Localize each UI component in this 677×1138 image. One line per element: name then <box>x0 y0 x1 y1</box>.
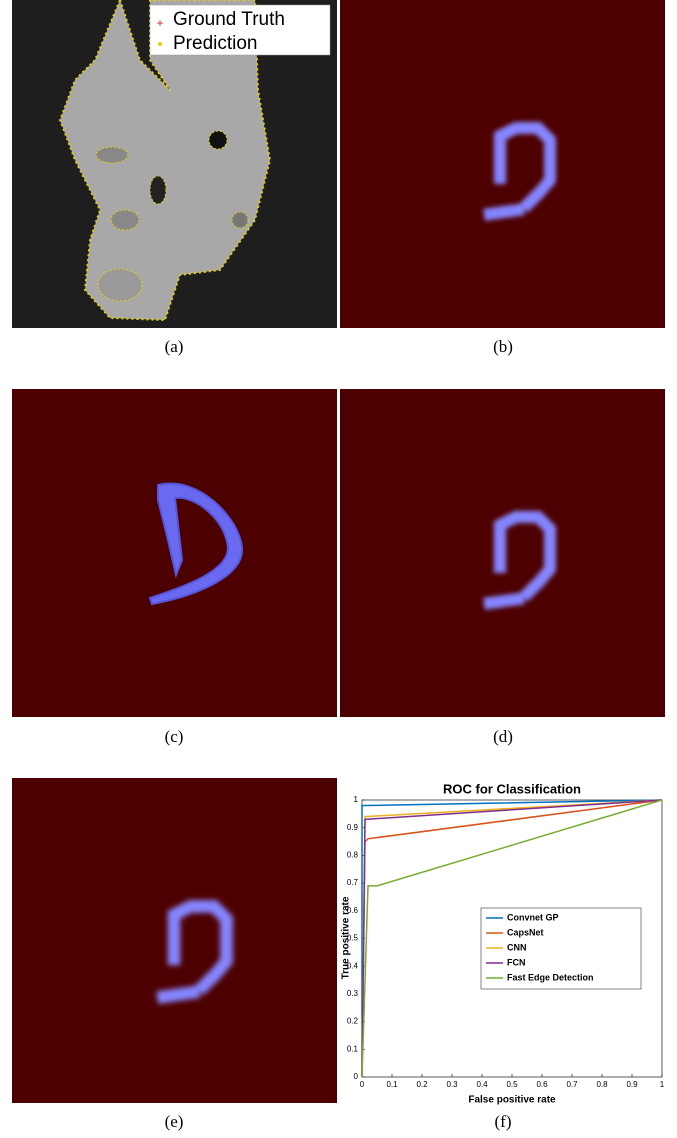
y-tick-label: 0.2 <box>347 1017 359 1026</box>
caption: (d) <box>493 727 513 746</box>
x-tick-label: 0.7 <box>566 1080 578 1089</box>
x-tick-label: 0.1 <box>386 1080 398 1089</box>
legend-label: Ground Truth <box>173 9 285 30</box>
x-tick-label: 1 <box>660 1080 665 1089</box>
x-tick-label: 0.4 <box>476 1080 488 1089</box>
y-tick-label: 0.3 <box>347 989 359 998</box>
figure: + Ground Truth Prediction (a) (b) (c) (d… <box>0 0 677 1138</box>
legend-label: Fast Edge Detection <box>507 972 594 982</box>
x-axis-label: False positive rate <box>468 1095 556 1106</box>
y-tick-label: 0.5 <box>347 934 359 943</box>
svg-text:+: + <box>156 16 163 30</box>
y-tick-label: 0.9 <box>347 823 359 832</box>
y-tick-label: 0.1 <box>347 1044 359 1053</box>
caption: (f) <box>495 1112 512 1131</box>
legend-label: Convnet GP <box>507 912 559 922</box>
y-tick-label: 0.7 <box>347 878 359 887</box>
x-tick-label: 0.8 <box>596 1080 608 1089</box>
chart-title: ROC for Classification <box>443 781 581 796</box>
legend-label: CNN <box>507 942 527 952</box>
panel-c <box>12 389 337 717</box>
x-tick-label: 0.3 <box>446 1080 458 1089</box>
legend-label: CapsNet <box>507 927 544 937</box>
y-tick-label: 1 <box>354 795 359 804</box>
caption: (a) <box>165 337 184 356</box>
caption: (b) <box>493 337 513 356</box>
legend-label: Prediction <box>173 33 258 54</box>
y-tick-label: 0.8 <box>347 851 359 860</box>
x-tick-label: 0 <box>360 1080 365 1089</box>
x-tick-label: 0.2 <box>416 1080 428 1089</box>
y-tick-label: 0 <box>354 1072 359 1081</box>
y-tick-label: 0.6 <box>347 906 359 915</box>
y-tick-label: 0.4 <box>347 961 359 970</box>
caption: (c) <box>165 727 184 746</box>
roc-chart: ROC for Classification False positive ra… <box>340 778 665 1106</box>
x-tick-label: 0.9 <box>626 1080 638 1089</box>
caption: (e) <box>165 1112 184 1131</box>
legend-label: FCN <box>507 957 526 967</box>
panel-e <box>12 778 337 1103</box>
panel-a: + Ground Truth Prediction <box>12 0 337 328</box>
panel-d <box>340 389 665 717</box>
panel-b <box>340 0 665 328</box>
x-tick-label: 0.6 <box>536 1080 548 1089</box>
x-tick-label: 0.5 <box>506 1080 518 1089</box>
